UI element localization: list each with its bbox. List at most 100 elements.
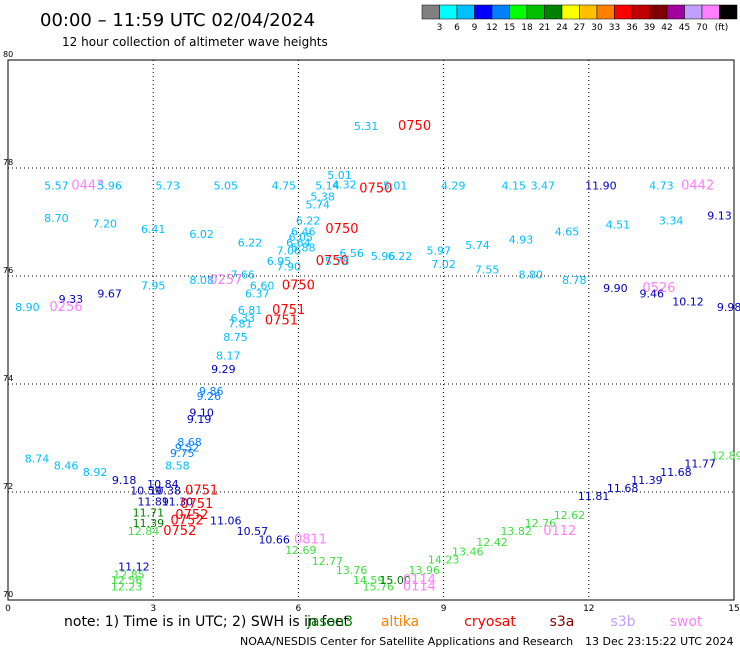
data-label: 13.46 <box>452 546 484 559</box>
data-label: 10.12 <box>672 296 704 309</box>
data-label: 14.59 <box>353 574 385 587</box>
data-label: 10.84 <box>147 478 179 491</box>
data-label: 7.06 <box>276 244 301 257</box>
data-label: 12.84 <box>128 525 160 538</box>
data-label: 0750 <box>359 181 392 196</box>
data-label: 7.55 <box>475 263 500 276</box>
y-tick-label: 72 <box>3 482 13 491</box>
data-label: 14.23 <box>428 553 460 566</box>
data-label: 5.14 <box>315 180 340 193</box>
data-label: 0112 <box>543 524 576 539</box>
data-label: 4.75 <box>272 180 297 193</box>
data-label: 4.93 <box>509 234 534 247</box>
data-label: 0750 <box>398 119 431 134</box>
data-label: 11.12 <box>118 560 150 573</box>
data-label: 12.85 <box>113 568 145 581</box>
color-swatch <box>544 4 563 20</box>
data-label: 0114 <box>403 573 436 588</box>
color-swatch <box>666 4 685 20</box>
data-label: 4.29 <box>441 180 466 193</box>
data-label: 5.31 <box>354 120 379 133</box>
color-scale-unit: (ft) <box>715 23 729 33</box>
data-label: 12.69 <box>285 544 317 557</box>
color-scale-tick-label: 15 <box>504 23 515 33</box>
y-tick-label: 76 <box>3 266 13 275</box>
data-label: 9.90 <box>603 282 628 295</box>
data-label: 4.73 <box>649 180 674 193</box>
color-swatch <box>491 4 510 20</box>
data-label: 6.46 <box>291 226 316 239</box>
footer-timestamp: 13 Dec 23:15:22 UTC 2024 <box>585 635 733 648</box>
color-swatch <box>561 4 580 20</box>
y-tick-label: 80 <box>3 50 13 59</box>
color-scale-tick-label: 24 <box>556 23 568 33</box>
chart-subtitle: 12 hour collection of altimeter wave hei… <box>62 35 328 49</box>
data-label: 4.51 <box>606 218 631 231</box>
data-label: 5.01 <box>383 180 408 193</box>
data-label: 0751 <box>180 497 213 512</box>
data-label: 6.02 <box>189 228 214 241</box>
color-scale-tick-label: 39 <box>644 23 656 33</box>
data-label: 9.86 <box>199 385 224 398</box>
data-label: 0750 <box>282 279 315 294</box>
legend-item: swot <box>670 614 703 630</box>
data-label: 6.95 <box>267 255 292 268</box>
data-label: 11.71 <box>133 506 165 519</box>
data-label: 8.46 <box>54 459 79 472</box>
data-label: 12.76 <box>525 517 557 530</box>
color-scale-tick-label: 45 <box>679 23 690 33</box>
x-tick-label: 6 <box>296 604 302 614</box>
color-scale-tick-label: 30 <box>591 23 603 33</box>
y-tick-label: 70 <box>3 590 13 599</box>
data-label: 9.29 <box>211 363 236 376</box>
data-label: 8.17 <box>216 350 241 363</box>
data-label: 11.68 <box>660 466 692 479</box>
grid-lines <box>8 60 734 600</box>
color-scale-tick-label: 12 <box>486 23 497 33</box>
data-label: 11.81 <box>578 490 610 503</box>
data-label: 8.90 <box>15 301 40 314</box>
color-scale-legend: 3 6 9 12 15 18 21 24 27 30 33 36 39 42 45 70 (ft) <box>421 4 738 33</box>
data-label: 6.37 <box>245 288 270 301</box>
data-label: 6.81 <box>238 304 263 317</box>
color-scale-tick-label: 33 <box>609 23 620 33</box>
color-swatch <box>719 4 738 20</box>
data-label: 6.64 <box>286 236 311 249</box>
data-label: 15.76 <box>363 580 395 593</box>
color-scale-tick-label: 9 <box>472 23 478 33</box>
data-label: 12.62 <box>554 509 586 522</box>
data-label: 9.10 <box>189 406 214 419</box>
data-label: 9.19 <box>187 413 212 426</box>
color-scale-tick-label: 18 <box>521 23 533 33</box>
data-label: 0751 <box>185 484 218 499</box>
data-label: 4.15 <box>502 180 527 193</box>
data-label: 9.52 <box>175 442 200 455</box>
data-label: 7.95 <box>141 280 166 293</box>
data-label: 7.81 <box>228 317 253 330</box>
data-label: 11.30 <box>162 496 194 509</box>
x-tick-label: 12 <box>583 604 594 614</box>
x-tick-label: 15 <box>728 604 739 614</box>
data-label: 13.76 <box>336 564 368 577</box>
footer-note: note: 1) Time is in UTC; 2) SWH is in fe… <box>64 614 350 630</box>
data-label: 8.80 <box>518 269 543 282</box>
legend-item: s3a <box>550 614 575 630</box>
data-label: 11.77 <box>684 458 716 471</box>
data-label: 5.57 <box>44 180 69 193</box>
data-label: 6.60 <box>250 280 275 293</box>
data-label: 8.70 <box>44 212 69 225</box>
data-label: 3.34 <box>659 215 684 228</box>
data-label: 11.68 <box>607 482 639 495</box>
data-label: 11.89 <box>137 496 169 509</box>
color-scale-tick-label: 6 <box>454 23 460 33</box>
color-swatch <box>456 4 475 20</box>
data-label: 11.39 <box>631 474 663 487</box>
data-label: 8.74 <box>25 452 50 465</box>
data-label: 11.39 <box>133 517 165 530</box>
data-label: 6.22 <box>296 215 321 228</box>
data-label: 0526 <box>642 281 675 296</box>
data-label: 15.00 <box>379 574 411 587</box>
data-label: 12.56 <box>111 574 143 587</box>
